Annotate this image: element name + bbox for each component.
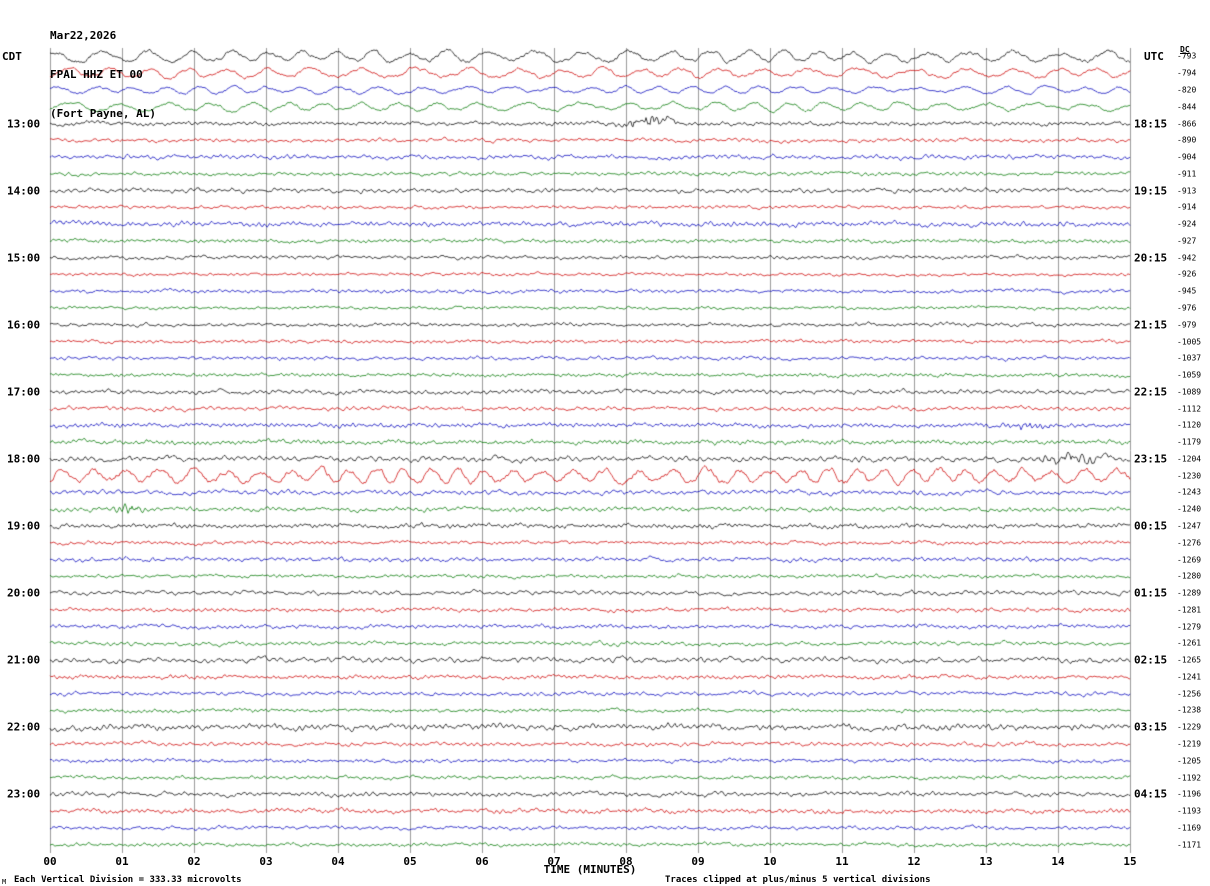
dc-offset-value: -866: [1177, 119, 1197, 128]
cdt-hour-label: 18:00: [7, 452, 41, 466]
dc-offset-value: -1192: [1177, 773, 1202, 782]
dc-offset-value: -1289: [1177, 588, 1202, 598]
dc-offset-value: -1229: [1177, 722, 1202, 732]
x-tick-label: 02: [187, 855, 201, 868]
dc-header: DC: [1180, 45, 1190, 54]
cdt-hour-label: 16:00: [7, 318, 41, 332]
dc-offset-value: -1230: [1177, 471, 1202, 481]
dc-offset-value: -844: [1177, 102, 1197, 112]
dc-offset-value: -1005: [1177, 337, 1202, 346]
x-tick-label: 15: [1123, 855, 1137, 868]
dc-offset-value: -926: [1177, 269, 1197, 279]
x-tick-label: 13: [979, 855, 993, 868]
dc-offset-value: -1279: [1177, 622, 1202, 632]
dc-offset-value: -1241: [1177, 672, 1202, 682]
dc-offset-value: -1171: [1177, 840, 1202, 850]
x-tick-label: 12: [907, 855, 921, 868]
dc-offset-value: -1037: [1177, 353, 1202, 363]
dc-offset-value: -1120: [1177, 420, 1202, 430]
dc-offset-value: -1256: [1177, 689, 1202, 699]
dc-offset-value: -904: [1177, 152, 1197, 162]
x-tick-label: 06: [475, 855, 489, 868]
x-tick-label: 07: [547, 855, 561, 868]
x-tick-label: 01: [115, 855, 129, 868]
dc-offset-value: -1219: [1177, 739, 1202, 749]
dc-offset-value: -1196: [1177, 789, 1202, 799]
dc-offset-value: -1240: [1177, 504, 1202, 514]
dc-offset-value: -1276: [1177, 538, 1202, 548]
corner-mark: M: [2, 878, 7, 886]
cdt-hour-label: 19:00: [7, 519, 41, 533]
utc-hour-label: 04:15: [1134, 787, 1168, 801]
cdt-hour-label: 21:00: [7, 653, 41, 667]
dc-offset-value: -794: [1177, 68, 1197, 78]
title-station: FPAL HHZ ET 00: [50, 68, 143, 81]
cdt-hour-label: 15:00: [7, 251, 41, 265]
x-tick-label: 08: [619, 855, 633, 868]
x-tick-label: 14: [1051, 855, 1065, 868]
x-tick-label: 09: [691, 855, 705, 868]
utc-hour-label: 03:15: [1134, 720, 1168, 734]
dc-offset-value: -924: [1177, 219, 1197, 229]
dc-offset-value: -1059: [1177, 370, 1202, 380]
utc-hour-label: 23:15: [1134, 452, 1168, 466]
x-axis-label: TIME (MINUTES): [543, 863, 637, 876]
x-tick-label: 04: [331, 855, 345, 868]
dc-offset-value: -1265: [1177, 655, 1202, 665]
dc-offset-value: -1281: [1177, 605, 1202, 615]
dc-offset-value: -1205: [1177, 756, 1202, 766]
utc-hour-label: 19:15: [1134, 184, 1168, 198]
dc-offset-value: -942: [1177, 253, 1197, 263]
dc-offset-value: -1112: [1177, 404, 1202, 414]
dc-offset-value: -945: [1177, 286, 1197, 296]
dc-offset-value: -1243: [1177, 487, 1202, 497]
dc-offset-value: -890: [1177, 135, 1197, 145]
x-tick-label: 05: [403, 855, 417, 868]
cdt-hour-label: 20:00: [7, 586, 41, 600]
dc-offset-value: -820: [1177, 85, 1197, 95]
utc-hour-label: 00:15: [1134, 519, 1168, 533]
left-timezone-label: CDT: [2, 50, 22, 63]
dc-offset-value: -1089: [1177, 387, 1202, 397]
x-tick-label: 00: [43, 855, 57, 868]
clip-note: Traces clipped at plus/minus 5 vertical …: [665, 875, 931, 885]
dc-offset-value: -976: [1177, 303, 1197, 313]
title-location: (Fort Payne, AL): [50, 107, 156, 120]
dc-offset-value: -979: [1177, 320, 1197, 330]
cdt-hour-label: 22:00: [7, 720, 41, 734]
dc-offset-value: -1193: [1177, 806, 1202, 816]
utc-hour-label: 21:15: [1134, 318, 1168, 332]
cdt-hour-label: 17:00: [7, 385, 41, 399]
dc-offset-value: -914: [1177, 202, 1197, 212]
utc-hour-label: 20:15: [1134, 251, 1168, 265]
dc-offset-value: -793: [1177, 51, 1197, 61]
title-block: Mar22,2026 FPAL HHZ ET 00 (Fort Payne, A…: [50, 3, 156, 146]
cdt-hour-label: 14:00: [7, 184, 41, 198]
utc-hour-label: 22:15: [1134, 385, 1168, 399]
x-tick-label: 03: [259, 855, 273, 868]
scale-note: Each Vertical Division = 333.33 microvol…: [14, 875, 242, 885]
utc-hour-label: 18:15: [1134, 117, 1168, 130]
utc-hour-label: 02:15: [1134, 653, 1168, 667]
x-tick-label: 10: [763, 855, 777, 868]
utc-hour-label: 01:15: [1134, 586, 1168, 600]
dc-offset-value: -1179: [1177, 437, 1202, 447]
right-timezone-label: UTC: [1144, 50, 1164, 63]
dc-offset-value: -927: [1177, 236, 1197, 246]
dc-offset-value: -913: [1177, 186, 1197, 196]
cdt-hour-label: 23:00: [7, 787, 41, 801]
dc-offset-value: -1169: [1177, 823, 1202, 833]
dc-offset-value: -1238: [1177, 705, 1202, 715]
cdt-hour-label: 13:00: [7, 117, 41, 130]
dc-offset-value: -1261: [1177, 638, 1202, 648]
dc-offset-value: -1280: [1177, 571, 1202, 581]
dc-offset-value: -1247: [1177, 521, 1202, 531]
dc-offset-value: -1204: [1177, 454, 1202, 464]
dc-offset-value: -1269: [1177, 555, 1202, 564]
title-date: Mar22,2026: [50, 29, 117, 42]
dc-offset-value: -911: [1177, 169, 1197, 179]
x-tick-label: 11: [835, 855, 849, 868]
